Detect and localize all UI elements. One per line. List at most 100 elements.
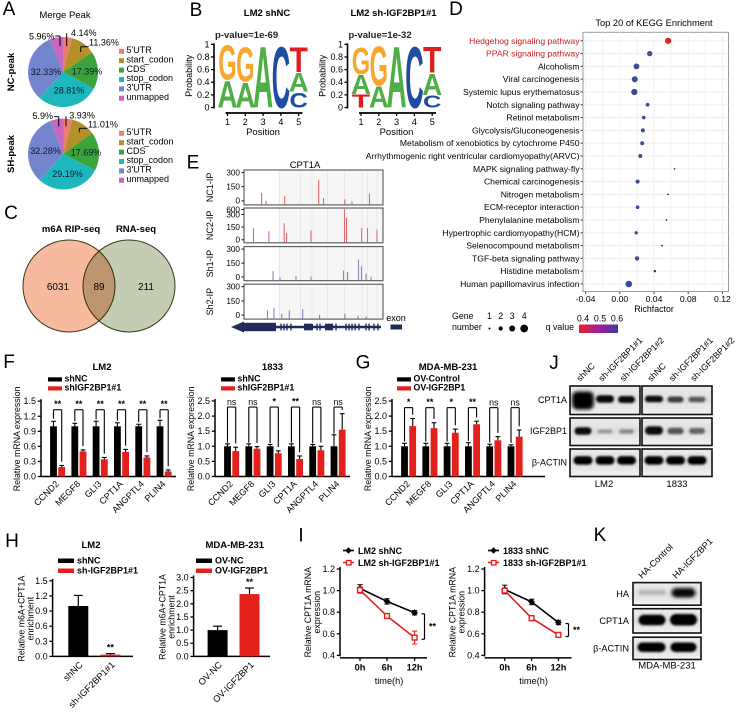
svg-text:J: J bbox=[549, 353, 559, 374]
svg-text:5: 5 bbox=[296, 117, 301, 127]
svg-text:150: 150 bbox=[226, 183, 240, 192]
svg-text:Nitrogen metabolism: Nitrogen metabolism bbox=[501, 189, 580, 199]
svg-text:0.08: 0.08 bbox=[680, 294, 697, 304]
svg-text:Human papillomavirus infection: Human papillomavirus infection bbox=[460, 279, 580, 289]
svg-text:32.33%: 32.33% bbox=[31, 67, 62, 77]
svg-text:IGF2BP1: IGF2BP1 bbox=[530, 426, 567, 436]
svg-text:ns: ns bbox=[510, 398, 520, 408]
svg-text:G: G bbox=[352, 39, 370, 82]
svg-text:0.00: 0.00 bbox=[611, 294, 628, 304]
svg-text:0.9: 0.9 bbox=[23, 426, 36, 436]
svg-text:I: I bbox=[298, 526, 303, 547]
svg-text:1833 sh-IGF2BP1#1: 1833 sh-IGF2BP1#1 bbox=[503, 558, 587, 568]
svg-text:E: E bbox=[187, 153, 200, 174]
svg-text:0.5: 0.5 bbox=[374, 456, 387, 466]
svg-text:LM2: LM2 bbox=[82, 540, 101, 551]
svg-text:CDS: CDS bbox=[127, 146, 146, 156]
svg-text:ns: ns bbox=[333, 397, 343, 407]
svg-text:LM2 shNC: LM2 shNC bbox=[244, 8, 291, 19]
svg-text:shNC: shNC bbox=[77, 556, 101, 566]
svg-text:Merge Peak: Merge Peak bbox=[39, 10, 90, 21]
svg-text:29.19%: 29.19% bbox=[52, 169, 83, 179]
svg-text:OV-NC: OV-NC bbox=[215, 556, 244, 566]
svg-text:0: 0 bbox=[235, 273, 240, 282]
svg-text:1.5: 1.5 bbox=[374, 426, 387, 436]
svg-text:G: G bbox=[218, 36, 236, 91]
svg-text:300: 300 bbox=[226, 245, 240, 254]
svg-text:Systemic lupus erythematosus: Systemic lupus erythematosus bbox=[463, 87, 580, 97]
svg-text:T: T bbox=[352, 91, 370, 112]
svg-text:3'UTR: 3'UTR bbox=[127, 83, 153, 93]
svg-text:RNA-seq: RNA-seq bbox=[116, 224, 156, 235]
svg-text:32.28%: 32.28% bbox=[30, 146, 61, 156]
svg-text:Top 20 of KEGG Enrichment: Top 20 of KEGG Enrichment bbox=[595, 18, 713, 28]
svg-text:G: G bbox=[370, 36, 388, 99]
svg-text:*: * bbox=[449, 397, 453, 407]
svg-text:Glycolysis/Gluconeogenesis: Glycolysis/Gluconeogenesis bbox=[472, 125, 579, 135]
svg-text:ns: ns bbox=[489, 398, 499, 408]
svg-text:expression: expression bbox=[457, 591, 467, 634]
svg-text:CPT1A: CPT1A bbox=[599, 616, 629, 626]
svg-text:number: number bbox=[452, 322, 482, 332]
svg-text:150: 150 bbox=[226, 297, 240, 306]
svg-text:2: 2 bbox=[376, 117, 381, 127]
svg-text:Chemical carcinogenesis: Chemical carcinogenesis bbox=[484, 177, 580, 187]
svg-text:MDA-MB-231: MDA-MB-231 bbox=[419, 362, 478, 373]
svg-text:Relative CPT1A mRNA: Relative CPT1A mRNA bbox=[303, 567, 313, 658]
svg-text:2.0: 2.0 bbox=[197, 411, 210, 421]
svg-text:Notch signaling pathway: Notch signaling pathway bbox=[486, 100, 580, 110]
svg-text:0.4: 0.4 bbox=[577, 314, 589, 324]
svg-text:0.0: 0.0 bbox=[374, 472, 387, 482]
svg-text:MDA-MB-231: MDA-MB-231 bbox=[638, 661, 696, 672]
svg-text:LM2: LM2 bbox=[93, 362, 112, 373]
svg-text:**: ** bbox=[118, 399, 126, 409]
svg-text:expression: expression bbox=[312, 591, 322, 634]
svg-text:2.0: 2.0 bbox=[374, 411, 387, 421]
svg-text:2.5: 2.5 bbox=[197, 396, 210, 406]
svg-text:LM2 sh-IGF2BP1#1: LM2 sh-IGF2BP1#1 bbox=[358, 558, 440, 568]
svg-text:Relative mRNA expression: Relative mRNA expression bbox=[186, 386, 196, 491]
svg-text:MAPK signaling pathway-fly: MAPK signaling pathway-fly bbox=[473, 164, 580, 174]
svg-text:Metabolism of xenobiotics by c: Metabolism of xenobiotics by cytochrome … bbox=[400, 138, 580, 148]
svg-text:Hypertrophic cardiomyopathy(HC: Hypertrophic cardiomyopathy(HCM) bbox=[442, 228, 579, 238]
svg-text:0.3: 0.3 bbox=[35, 636, 48, 646]
svg-text:0.9: 0.9 bbox=[35, 606, 48, 616]
svg-text:17.69%: 17.69% bbox=[71, 147, 102, 157]
svg-text:CPT1A: CPT1A bbox=[538, 395, 567, 405]
svg-text:Relative m6A+CPT1A: Relative m6A+CPT1A bbox=[158, 574, 168, 660]
svg-text:1833: 1833 bbox=[666, 479, 687, 490]
svg-text:0.4: 0.4 bbox=[197, 77, 210, 87]
svg-text:Gene: Gene bbox=[452, 311, 474, 321]
svg-text:1.0: 1.0 bbox=[374, 441, 387, 451]
svg-text:ns: ns bbox=[227, 397, 237, 407]
svg-text:0: 0 bbox=[235, 197, 240, 206]
svg-text:**: ** bbox=[573, 625, 581, 635]
svg-text:OV-IGF2BP1: OV-IGF2BP1 bbox=[414, 383, 466, 393]
svg-text:C: C bbox=[4, 203, 18, 224]
svg-text:Position: Position bbox=[380, 127, 414, 138]
svg-text:17.39%: 17.39% bbox=[72, 67, 103, 77]
svg-text:5'UTR: 5'UTR bbox=[127, 45, 153, 55]
svg-text:6h: 6h bbox=[526, 662, 537, 672]
svg-text:Selenocompound metabolism: Selenocompound metabolism bbox=[466, 241, 579, 251]
svg-text:0.3: 0.3 bbox=[23, 456, 36, 466]
svg-text:B: B bbox=[190, 0, 203, 21]
svg-text:1.5: 1.5 bbox=[35, 576, 48, 586]
svg-text:150: 150 bbox=[226, 223, 240, 232]
svg-text:1: 1 bbox=[487, 311, 492, 321]
svg-text:Position: Position bbox=[246, 127, 280, 138]
svg-text:**: ** bbox=[75, 399, 83, 409]
svg-text:Richfactor: Richfactor bbox=[634, 304, 674, 314]
svg-text:Probability: Probability bbox=[318, 54, 328, 97]
svg-text:**: ** bbox=[429, 622, 437, 632]
svg-text:LM2 sh-IGF2BP1#1: LM2 sh-IGF2BP1#1 bbox=[350, 8, 437, 19]
svg-text:Probability: Probability bbox=[184, 54, 194, 97]
svg-text:**: ** bbox=[107, 643, 115, 653]
svg-text:5: 5 bbox=[430, 117, 435, 127]
svg-text:6h: 6h bbox=[382, 662, 393, 672]
svg-text:A: A bbox=[3, 0, 16, 20]
svg-text:5'UTR: 5'UTR bbox=[127, 127, 153, 137]
svg-text:1.0: 1.0 bbox=[176, 625, 189, 635]
svg-text:2.5: 2.5 bbox=[176, 586, 189, 596]
svg-text:D: D bbox=[449, 0, 463, 20]
